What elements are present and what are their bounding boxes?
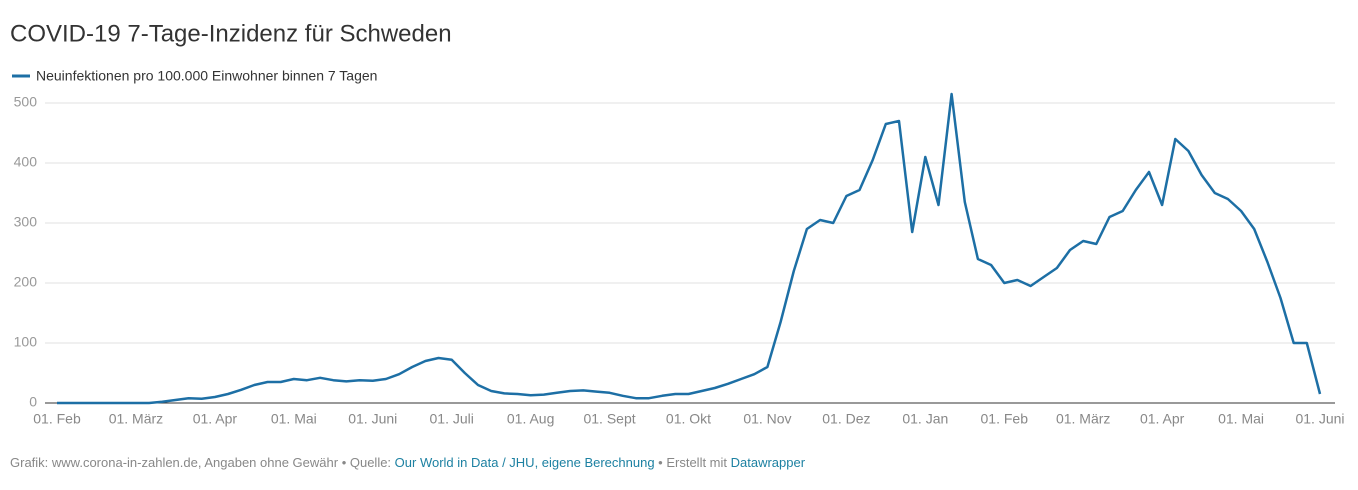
x-tick-label: 01. März — [109, 411, 163, 427]
x-tick-label: 01. Juni — [348, 411, 397, 427]
x-tick-label: 01. Juni — [1295, 411, 1344, 427]
footer: Grafik: www.corona-in-zahlen.de, Angaben… — [10, 455, 806, 470]
y-tick-label: 500 — [14, 94, 38, 110]
x-tick-label: 01. Apr — [1140, 411, 1185, 427]
y-tick-label: 300 — [14, 214, 38, 230]
x-tick-label: 01. Sept — [583, 411, 635, 427]
x-tick-label: 01. Dez — [822, 411, 870, 427]
x-tick-label: 01. Juli — [430, 411, 474, 427]
y-tick-label: 100 — [14, 334, 38, 350]
plot: 0 100 200 300 400 500 01. Feb 01. März 01. Apr 01… — [14, 92, 1345, 427]
footer-text: Grafik: www.corona-in-zahlen.de, Angaben… — [10, 455, 395, 470]
footer-text: • Erstellt mit — [655, 455, 731, 470]
x-tick-label: 01. Feb — [981, 411, 1029, 427]
y-tick-label: 200 — [14, 274, 38, 290]
legend: Neuinfektionen pro 100.000 Einwohner bin… — [12, 68, 377, 84]
x-tick-label: 01. Aug — [507, 411, 555, 427]
x-tick-label: 01. Jan — [902, 411, 948, 427]
x-tick-label: 01. Nov — [743, 411, 791, 427]
x-tick-label: 01. Mai — [1218, 411, 1264, 427]
data-line — [57, 92, 1322, 405]
y-tick-label: 400 — [14, 154, 38, 170]
x-tick-label: 01. März — [1056, 411, 1110, 427]
x-tick-label: 01. Feb — [33, 411, 81, 427]
y-tick-label: 0 — [29, 394, 37, 410]
legend-label: Neuinfektionen pro 100.000 Einwohner bin… — [36, 68, 377, 84]
footer-link[interactable]: Our World in Data / JHU, eigene Berechnu… — [395, 455, 655, 470]
chart-title: COVID-19 7-Tage-Inzidenz für Schweden — [10, 20, 452, 47]
x-tick-label: 01. Apr — [193, 411, 238, 427]
x-tick-label: 01. Mai — [271, 411, 317, 427]
x-tick-label: 01. Okt — [666, 411, 711, 427]
footer-link[interactable]: Datawrapper — [731, 455, 806, 470]
